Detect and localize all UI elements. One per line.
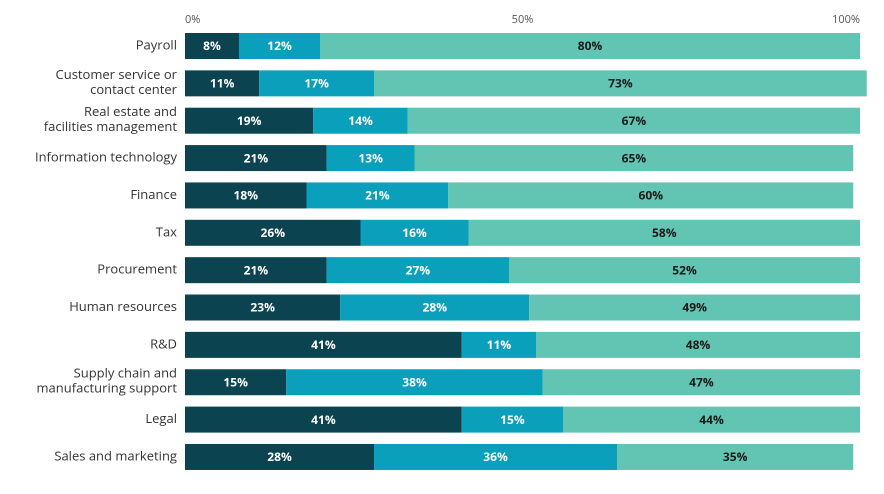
value-label: 8% bbox=[203, 37, 221, 54]
value-label: 36% bbox=[483, 448, 508, 465]
value-label: 21% bbox=[244, 261, 269, 278]
bar-segment bbox=[407, 107, 860, 134]
bar-segment bbox=[239, 33, 320, 59]
bar-segment bbox=[461, 406, 563, 433]
value-label: 48% bbox=[686, 336, 711, 353]
bar-segment bbox=[185, 107, 314, 134]
bar-segment bbox=[185, 182, 307, 209]
value-label: 21% bbox=[365, 187, 390, 204]
bar-segment bbox=[185, 257, 327, 284]
value-label: 80% bbox=[578, 37, 603, 54]
value-label: 27% bbox=[406, 261, 431, 278]
bar-segment bbox=[617, 443, 854, 470]
bar-segment bbox=[313, 107, 408, 134]
value-label: 26% bbox=[260, 224, 285, 241]
bar-segment bbox=[185, 145, 327, 172]
value-label: 49% bbox=[682, 299, 707, 316]
value-label: 14% bbox=[348, 112, 373, 129]
bar-segment bbox=[536, 331, 860, 358]
value-label: 73% bbox=[608, 75, 633, 92]
bar-segment bbox=[286, 369, 543, 396]
category-label: Customer service or contact center bbox=[56, 65, 178, 98]
bar-segment bbox=[185, 219, 361, 246]
value-label: 21% bbox=[244, 149, 269, 166]
bar-segment bbox=[326, 257, 509, 284]
value-label: 67% bbox=[622, 112, 647, 129]
value-label: 52% bbox=[672, 261, 697, 278]
value-label: 15% bbox=[500, 411, 525, 428]
category-label: Supply chain and manufacturing support bbox=[37, 364, 178, 397]
bar-segment bbox=[185, 70, 260, 97]
bar-segment bbox=[529, 294, 860, 321]
bar-segment bbox=[259, 70, 374, 97]
bar-segment bbox=[185, 443, 374, 470]
bar-segment bbox=[414, 145, 854, 172]
value-label: 19% bbox=[237, 112, 262, 129]
value-label: 41% bbox=[311, 336, 336, 353]
bar-segment bbox=[185, 406, 462, 433]
value-label: 65% bbox=[622, 149, 647, 166]
bar-segment bbox=[448, 182, 854, 209]
bar-segment bbox=[185, 369, 287, 396]
bar-segment bbox=[374, 443, 617, 470]
x-tick-label: 50% bbox=[512, 12, 534, 27]
value-label: 18% bbox=[233, 187, 258, 204]
category-label: Information technology bbox=[35, 148, 178, 166]
category-label: Tax bbox=[156, 222, 177, 240]
value-label: 11% bbox=[487, 336, 512, 353]
bar-segment bbox=[185, 331, 462, 358]
category-label: Procurement bbox=[97, 260, 177, 278]
bar-segment bbox=[320, 33, 860, 59]
value-label: 38% bbox=[402, 373, 427, 390]
bar-segment bbox=[340, 294, 530, 321]
category-label: Human resources bbox=[69, 297, 177, 315]
value-label: 15% bbox=[223, 373, 248, 390]
bar-segment bbox=[563, 406, 860, 433]
x-tick-label: 0% bbox=[185, 12, 200, 27]
category-label: R&D bbox=[150, 334, 177, 352]
value-label: 41% bbox=[311, 411, 336, 428]
value-label: 28% bbox=[422, 299, 447, 316]
value-label: 23% bbox=[250, 299, 275, 316]
category-label: Legal bbox=[145, 409, 177, 427]
bar-segment bbox=[461, 331, 536, 358]
value-label: 60% bbox=[638, 187, 663, 204]
bar-segment bbox=[306, 182, 449, 209]
category-label: Finance bbox=[130, 185, 177, 203]
value-label: 11% bbox=[210, 75, 235, 92]
bar-segment bbox=[509, 257, 860, 284]
bar-segment bbox=[542, 369, 860, 396]
value-label: 58% bbox=[652, 224, 677, 241]
bar-segment bbox=[326, 145, 415, 172]
value-label: 35% bbox=[723, 448, 748, 465]
bar-segment bbox=[360, 219, 469, 246]
value-label: 44% bbox=[699, 411, 724, 428]
category-label: Real estate and facilities management bbox=[44, 103, 178, 136]
value-label: 13% bbox=[358, 149, 383, 166]
bar-segment bbox=[468, 219, 860, 246]
category-label: Payroll bbox=[136, 35, 177, 53]
value-label: 47% bbox=[689, 373, 714, 390]
bar-segment bbox=[185, 33, 239, 59]
x-tick-label: 100% bbox=[832, 12, 860, 27]
bar-segment bbox=[185, 294, 341, 321]
value-label: 28% bbox=[267, 448, 292, 465]
value-label: 12% bbox=[267, 37, 292, 54]
value-label: 16% bbox=[402, 224, 427, 241]
bar-segment bbox=[374, 70, 867, 97]
value-label: 17% bbox=[304, 75, 329, 92]
category-label: Sales and marketing bbox=[54, 446, 177, 464]
